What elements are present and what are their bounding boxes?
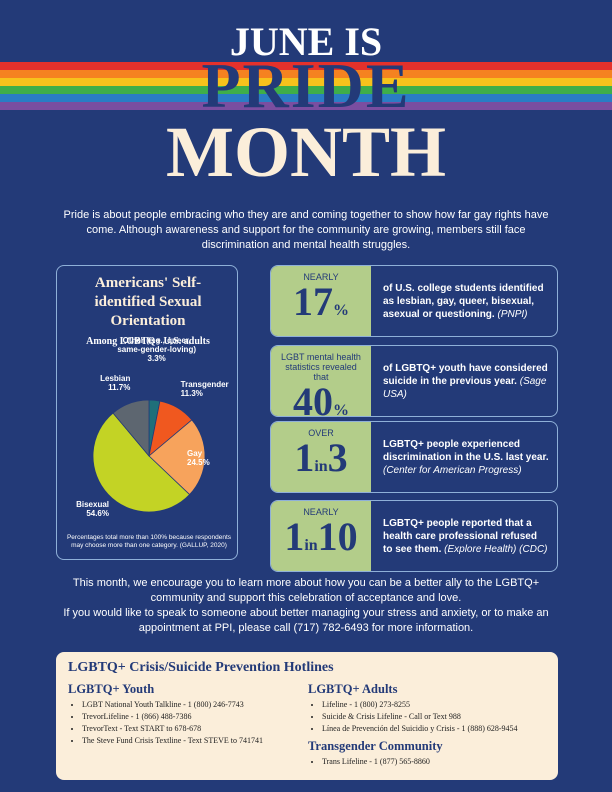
stat-desc: of U.S. college students identified as l…	[383, 266, 549, 336]
stat-text-wrap: LGBTQ+ people reported that a health car…	[383, 517, 549, 556]
youth-heading: LGBTQ+ Youth	[68, 682, 155, 696]
stat-value: 3	[327, 435, 348, 480]
hotlines-title: LGBTQ+ Crisis/Suicide Prevention Hotline…	[68, 660, 334, 675]
stat-desc: LGBTQ+ people experienced discrimination…	[383, 422, 549, 492]
pie-label-name: Other (e.g., queer, same-gender-loving)	[117, 336, 196, 355]
stat-badge: LGBT mental health statistics revealed t…	[271, 346, 371, 416]
stat-card: NEARLY 17% of U.S. college students identi…	[270, 265, 558, 337]
pie-label-value: 11.7%	[108, 382, 131, 392]
pie-label-name: Gay	[187, 449, 203, 459]
hotline-item: Lifeline - 1 (800) 273-8255	[322, 699, 553, 711]
stat-value: 1	[284, 514, 305, 559]
stat-badge: NEARLY 1in10	[271, 501, 371, 571]
stat-desc: of LGBTQ+ youth have considered suicide …	[383, 346, 549, 416]
intro: Pride is about people embracing who they…	[63, 209, 549, 251]
hotline-item: TrevorLifeline - 1 (866) 488-7386	[82, 711, 308, 723]
stat-card: OVER 1in3 LGBTQ+ people experienced discri…	[270, 421, 558, 493]
pie-label: Bisexual 54.6%	[59, 500, 109, 518]
youth: LGBTQ+ Youth LGBT National Youth Talklin…	[68, 682, 308, 747]
stat-text: LGBTQ+ people experienced discrimination…	[383, 438, 549, 463]
adults-list: Lifeline - 1 (800) 273-8255Suicide & Cri…	[308, 699, 553, 735]
adults-heading: LGBTQ+ Adults	[308, 682, 398, 696]
pie-label-value: 54.6%	[86, 509, 109, 519]
chart-panel: Americans' Self-identified Sexual Orient…	[56, 265, 238, 560]
stat-source: (Sage USA)	[383, 375, 547, 400]
header-line1: JUNE IS	[229, 19, 383, 64]
adults: LGBTQ+ Adults Lifeline - 1 (800) 273-825…	[308, 682, 553, 768]
chart-note: Percentages total more than 100% because…	[66, 534, 232, 549]
pie-label: Other (e.g., queer, same-gender-loving) 3…	[117, 336, 197, 363]
pie-label-value: 3.3%	[147, 354, 166, 364]
pie-label-name: Lesbian	[100, 373, 131, 383]
stat-unit: %	[333, 402, 349, 417]
pie-label: Transgender 11.3%	[181, 380, 231, 398]
stripe	[0, 70, 612, 78]
transgender-heading: Transgender Community	[308, 739, 443, 753]
hotline-item: The Steve Fund Crisis Textline - Text ST…	[82, 735, 308, 747]
stat-card: NEARLY 1in10 LGBTQ+ people reported that a…	[270, 500, 558, 572]
stat-value: 1	[294, 435, 315, 480]
pie-chart	[92, 399, 206, 513]
hotline-item: Línea de Prevención del Suicidio y Crisi…	[322, 723, 553, 735]
header-line3: MONTH	[166, 112, 446, 192]
stat-source: (Center for American Progress)	[383, 464, 522, 476]
youth-list: LGBT National Youth Talkline - 1 (800) 2…	[68, 699, 308, 747]
pie-label-name: Bisexual	[76, 500, 109, 510]
header-line2: PRIDE	[201, 50, 411, 121]
stat-source: (PNPI)	[497, 308, 528, 320]
hotline-item: TrevorText - Text START to 678-678	[82, 723, 308, 735]
stat-card: LGBT mental health statistics revealed t…	[270, 345, 558, 417]
stat-unit: in	[314, 458, 328, 475]
hotlines: LGBTQ+ Crisis/Suicide Prevention Hotline…	[56, 652, 558, 780]
pie-label-name: Transgender	[180, 379, 229, 389]
stat-text-wrap: of LGBTQ+ youth have considered suicide …	[383, 362, 549, 401]
stripe	[0, 94, 612, 102]
stripe	[0, 102, 612, 110]
hotline-item: Trans Lifeline - 1 (877) 565-8860	[322, 756, 553, 768]
stat-unit: %	[333, 302, 349, 319]
pie-slice	[92, 412, 191, 513]
chart-subtitle: Among LGBTQ+ U.S. adults	[86, 336, 210, 347]
stat-top: NEARLY	[303, 507, 339, 517]
stat-value: 40	[293, 379, 333, 417]
stat-text: of U.S. college students identified as l…	[383, 282, 544, 320]
stripe	[0, 78, 612, 86]
stat-top: NEARLY	[303, 272, 339, 282]
chart-title: Americans' Self-identified Sexual Orient…	[94, 275, 202, 329]
outro-1: This month, we encourage you to learn mo…	[72, 577, 540, 604]
stat-top: LGBT mental health statistics revealed t…	[281, 352, 361, 382]
stat-number: 40%	[271, 382, 371, 417]
pie-label-value: 11.3%	[180, 388, 203, 398]
stat-source: (Explore Health) (CDC)	[444, 543, 548, 555]
pie-label-value: 24.5%	[187, 458, 210, 468]
transgender-list: Trans Lifeline - 1 (877) 565-8860	[308, 756, 553, 768]
pie-slice	[112, 399, 150, 458]
stat-value: 17	[293, 279, 333, 324]
stat-number: 1in10	[271, 517, 371, 566]
hotline-item: LGBT National Youth Talkline - 1 (800) 2…	[82, 699, 308, 711]
pie-label: Lesbian 11.7%	[80, 374, 130, 392]
stat-number: 17%	[271, 282, 371, 331]
stat-text: LGBTQ+ people reported that a health car…	[383, 517, 537, 555]
stat-desc: LGBTQ+ people reported that a health car…	[383, 501, 549, 571]
stat-badge: NEARLY 17%	[271, 266, 371, 336]
stripe	[0, 86, 612, 94]
stat-unit: in	[304, 537, 318, 554]
stat-number: 1in3	[271, 438, 371, 487]
hotline-item: Suicide & Crisis Lifeline - Call or Text…	[322, 711, 553, 723]
stat-text-wrap: LGBTQ+ people experienced discrimination…	[383, 438, 549, 477]
outro-2: If you would like to speak to someone ab…	[63, 607, 549, 634]
pie-slice	[148, 419, 206, 496]
stripe	[0, 62, 612, 70]
stat-text: of LGBTQ+ youth have considered suicide …	[383, 362, 548, 387]
stat-top: OVER	[308, 428, 334, 438]
stat-badge: OVER 1in3	[271, 422, 371, 492]
pie-label: Gay 24.5%	[187, 449, 237, 467]
stat-text-wrap: of U.S. college students identified as l…	[383, 282, 549, 321]
stat-value: 10	[317, 514, 358, 559]
